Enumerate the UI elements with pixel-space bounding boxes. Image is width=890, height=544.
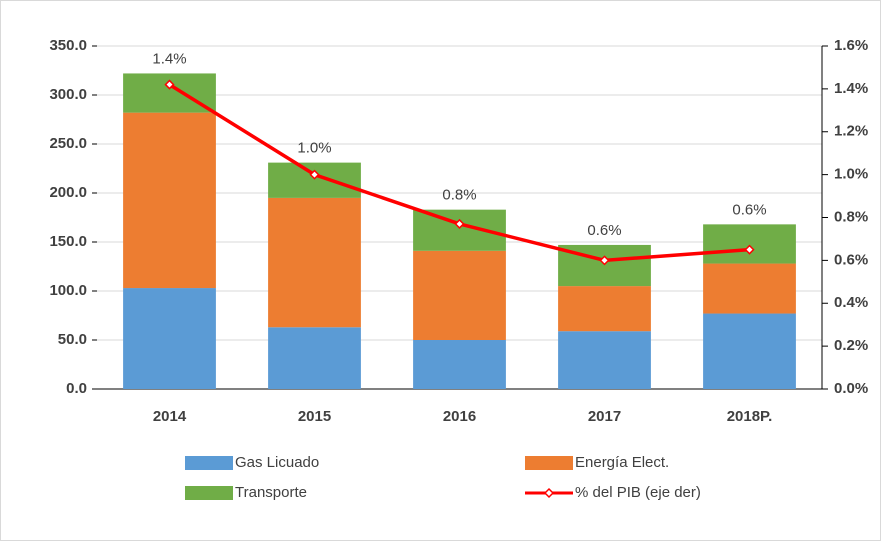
bar-segment	[703, 263, 796, 314]
data-label: 1.4%	[152, 50, 186, 67]
bar-segment	[413, 340, 506, 389]
y2-tick-label: 0.4%	[834, 294, 868, 311]
legend-label: % del PIB (eje der)	[575, 484, 701, 501]
y2-tick-label: 1.0%	[834, 166, 868, 183]
data-label: 0.6%	[587, 222, 621, 239]
data-label: 0.8%	[442, 187, 476, 204]
y2-tick-label: 1.2%	[834, 123, 868, 140]
y2-tick-label: 1.6%	[834, 37, 868, 54]
bar-segment	[703, 224, 796, 264]
y-tick-label: 250.0	[49, 135, 87, 152]
bar-segment	[413, 209, 506, 251]
bar-segment	[268, 327, 361, 389]
x-tick-label: 2018P.	[727, 408, 773, 425]
y-tick-label: 50.0	[58, 331, 87, 348]
legend-label: Transporte	[235, 484, 307, 501]
legend-swatch	[525, 456, 573, 470]
legend-swatch	[185, 456, 233, 470]
line-marker	[599, 255, 610, 266]
data-label: 0.6%	[732, 201, 766, 218]
y-tick-label: 200.0	[49, 184, 87, 201]
x-tick-label: 2014	[153, 408, 187, 425]
bar-segment	[413, 250, 506, 340]
data-label: 1.0%	[297, 140, 331, 157]
line-marker	[454, 218, 465, 229]
y-tick-label: 150.0	[49, 233, 87, 250]
bar-segment	[123, 288, 216, 389]
bar-segment	[558, 286, 651, 332]
line-marker	[309, 169, 320, 180]
y-tick-label: 100.0	[49, 282, 87, 299]
y2-tick-label: 0.2%	[834, 337, 868, 354]
y2-tick-label: 0.8%	[834, 208, 868, 225]
legend-label: Energía Elect.	[575, 454, 669, 471]
bar-segment	[703, 313, 796, 389]
bar-segment	[558, 331, 651, 389]
x-tick-label: 2015	[298, 408, 331, 425]
bar-segment	[123, 112, 216, 289]
legend-marker	[543, 487, 555, 499]
x-tick-label: 2016	[443, 408, 476, 425]
y2-tick-label: 0.6%	[834, 251, 868, 268]
y-tick-label: 300.0	[49, 86, 87, 103]
bar-segment	[268, 197, 361, 328]
legend-label: Gas Licuado	[235, 454, 319, 471]
y-tick-label: 0.0	[66, 380, 87, 397]
x-tick-label: 2017	[588, 408, 621, 425]
y2-tick-label: 1.4%	[834, 80, 868, 97]
line-marker	[744, 244, 755, 255]
line-marker	[164, 79, 175, 90]
y2-tick-label: 0.0%	[834, 380, 868, 397]
bar-segment	[268, 162, 361, 198]
legend-swatch	[185, 486, 233, 500]
y-tick-label: 350.0	[49, 37, 87, 54]
